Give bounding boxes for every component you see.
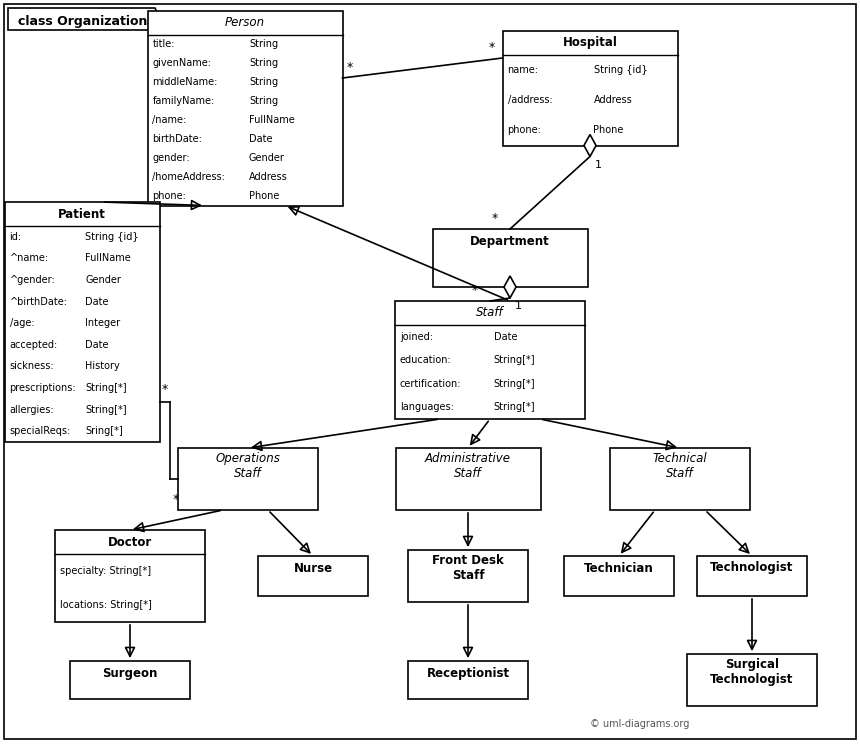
Text: title:: title: [152, 39, 175, 49]
Text: Nurse: Nurse [293, 562, 333, 574]
Text: 1: 1 [595, 160, 602, 170]
Text: Technician: Technician [584, 562, 654, 574]
Bar [697, 556, 807, 596]
Text: Technologist: Technologist [710, 562, 794, 574]
Bar [178, 448, 318, 510]
Text: Date: Date [85, 340, 108, 350]
Text: String {id}: String {id} [593, 65, 647, 75]
Text: History: History [85, 362, 120, 371]
Text: gender:: gender: [152, 153, 190, 163]
Text: Address: Address [249, 172, 287, 182]
Bar [396, 448, 540, 510]
Text: © uml-diagrams.org: © uml-diagrams.org [590, 719, 690, 729]
Text: String[*]: String[*] [85, 383, 126, 393]
Text: String[*]: String[*] [494, 379, 536, 388]
Text: joined:: joined: [400, 332, 433, 341]
Text: Receptionist: Receptionist [427, 666, 510, 680]
Text: String[*]: String[*] [494, 402, 536, 412]
Text: String {id}: String {id} [85, 232, 138, 242]
Text: /name:: /name: [152, 115, 187, 125]
Polygon shape [584, 134, 596, 157]
Text: Person: Person [225, 16, 265, 29]
Text: *: * [472, 284, 478, 297]
Text: 1: 1 [515, 301, 522, 311]
Text: *: * [492, 212, 498, 225]
Text: Administrative
Staff: Administrative Staff [425, 452, 511, 480]
Text: FullName: FullName [249, 115, 295, 125]
Text: Department: Department [470, 235, 550, 247]
Text: Gender: Gender [249, 153, 285, 163]
Text: allergies:: allergies: [9, 405, 54, 415]
Text: givenName:: givenName: [152, 58, 212, 68]
Text: Date: Date [85, 297, 108, 306]
Text: FullName: FullName [85, 253, 131, 264]
Text: Phone: Phone [249, 191, 280, 201]
Polygon shape [8, 8, 165, 30]
Text: middleName:: middleName: [152, 77, 218, 87]
Text: specialty: String[*]: specialty: String[*] [60, 566, 151, 576]
Bar [258, 556, 368, 596]
Bar [564, 556, 674, 596]
Text: Surgeon: Surgeon [102, 666, 157, 680]
Text: Sring[*]: Sring[*] [85, 427, 123, 436]
Text: Doctor: Doctor [108, 536, 152, 548]
Text: *: * [488, 41, 494, 54]
Bar [502, 31, 678, 146]
Text: accepted:: accepted: [9, 340, 58, 350]
Text: Technical
Staff: Technical Staff [653, 452, 707, 480]
Bar [148, 10, 342, 205]
Text: ^birthDate:: ^birthDate: [9, 297, 67, 306]
Text: Date: Date [249, 134, 273, 144]
Text: /age:: /age: [9, 318, 34, 328]
Text: phone:: phone: [507, 125, 542, 135]
Text: String: String [249, 39, 278, 49]
Text: certification:: certification: [400, 379, 462, 388]
Text: Operations
Staff: Operations Staff [216, 452, 280, 480]
Bar [687, 654, 817, 706]
Text: Gender: Gender [85, 275, 121, 285]
Text: Hospital: Hospital [562, 36, 617, 49]
Bar [4, 202, 159, 442]
Text: String: String [249, 77, 278, 87]
Text: *: * [173, 493, 179, 506]
Text: specialReqs:: specialReqs: [9, 427, 71, 436]
Text: Surgical
Technologist: Surgical Technologist [710, 658, 794, 686]
Text: Integer: Integer [85, 318, 120, 328]
Text: Address: Address [593, 95, 632, 105]
Text: education:: education: [400, 356, 452, 365]
Text: String[*]: String[*] [494, 356, 536, 365]
Bar [55, 530, 205, 622]
Text: birthDate:: birthDate: [152, 134, 202, 144]
Text: Patient: Patient [58, 208, 106, 220]
Text: id:: id: [9, 232, 22, 242]
Bar [395, 301, 585, 419]
Text: /homeAddress:: /homeAddress: [152, 172, 225, 182]
Text: String[*]: String[*] [85, 405, 126, 415]
Text: /address:: /address: [507, 95, 552, 105]
Text: class Organization: class Organization [18, 16, 147, 28]
Text: *: * [162, 383, 168, 396]
Text: String: String [249, 96, 278, 106]
Text: languages:: languages: [400, 402, 454, 412]
Text: phone:: phone: [152, 191, 187, 201]
Text: ^gender:: ^gender: [9, 275, 55, 285]
Text: *: * [347, 61, 353, 74]
Bar [70, 661, 190, 699]
Text: prescriptions:: prescriptions: [9, 383, 77, 393]
Text: Phone: Phone [593, 125, 624, 135]
Text: locations: String[*]: locations: String[*] [60, 600, 152, 610]
Text: name:: name: [507, 65, 538, 75]
Bar [408, 661, 528, 699]
Bar [408, 550, 528, 602]
Bar [610, 448, 750, 510]
Text: familyName:: familyName: [152, 96, 215, 106]
Text: sickness:: sickness: [9, 362, 54, 371]
Text: String: String [249, 58, 278, 68]
Text: Staff: Staff [476, 306, 504, 320]
Polygon shape [504, 276, 516, 298]
Bar [433, 229, 587, 287]
Text: Date: Date [494, 332, 518, 341]
Text: ^name:: ^name: [9, 253, 49, 264]
Text: Front Desk
Staff: Front Desk Staff [432, 554, 504, 582]
